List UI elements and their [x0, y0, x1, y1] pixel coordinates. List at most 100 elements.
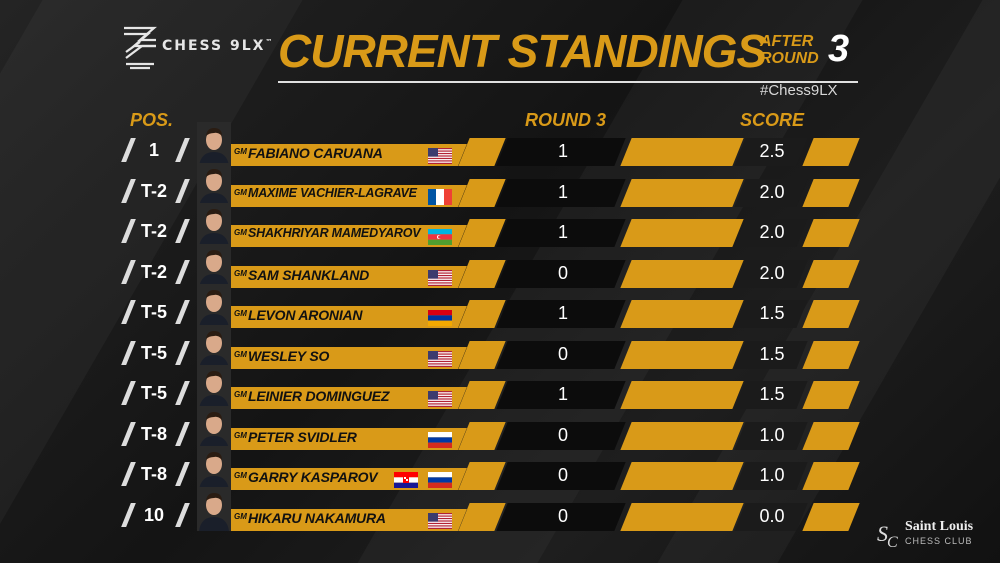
russia-flag-icon — [428, 472, 452, 488]
gold-segment — [802, 502, 860, 531]
title-prefix: GM — [234, 309, 247, 318]
position-value: T-2 — [140, 180, 167, 201]
round-result: 1 — [557, 141, 568, 161]
table-row: 1 GM FABIANO CARUANA 1 2.5 — [0, 122, 1000, 166]
table-row: T-5 GM LEINIER DOMINGUEZ 1 1.5 — [0, 365, 1000, 409]
title-prefix: GM — [234, 147, 247, 156]
title-prefix: GM — [234, 268, 247, 278]
croatia-flag-icon — [394, 472, 418, 488]
round-result: 1 — [557, 181, 568, 202]
pos-slash-right — [175, 300, 190, 324]
player-name: HIKARU NAKAMURA — [248, 509, 386, 526]
position-value: T-5 — [140, 342, 167, 363]
usa-flag-icon — [428, 512, 452, 529]
total-score: 1.5 — [759, 303, 785, 323]
player-photo — [197, 243, 231, 288]
player-name: PETER SVIDLER — [248, 428, 357, 445]
pos-slash-right — [175, 138, 190, 162]
usa-flag-icon — [428, 350, 452, 367]
pos-slash-right — [175, 381, 190, 405]
column-header-score: SCORE — [740, 110, 805, 130]
title-prefix: GM — [234, 511, 247, 521]
gold-segment — [620, 421, 744, 450]
france-flag-icon — [428, 188, 452, 205]
column-header-round: ROUND 3 — [525, 110, 607, 130]
player-photo — [197, 284, 231, 328]
round-result: 1 — [557, 222, 568, 242]
gold-segment — [620, 219, 744, 247]
gold-segment — [802, 259, 860, 288]
total-score: 2.5 — [759, 141, 785, 161]
column-header-pos: POS. — [130, 110, 174, 130]
position-value: T-5 — [140, 302, 167, 322]
player-photo — [197, 446, 231, 490]
round-result: 1 — [557, 303, 568, 323]
player-photo — [197, 405, 231, 450]
after-round-label: AFTER ROUND — [760, 33, 819, 67]
total-score: 1.0 — [759, 465, 785, 485]
round-result: 1 — [557, 384, 568, 404]
table-row: T-8 GM GARRY KASPAROV 0 1.0 — [0, 446, 1000, 490]
title-prefix: GM — [234, 390, 247, 399]
gold-segment — [802, 421, 860, 450]
total-score: 1.5 — [759, 343, 785, 364]
round-result: 0 — [557, 424, 568, 445]
round-number: 3 — [828, 28, 850, 70]
gold-segment — [802, 219, 860, 247]
gold-segment — [620, 300, 744, 328]
table-row: T-2 GM MAXIME VACHIER-LAGRAVE 1 2.0 — [0, 162, 1000, 207]
total-score: 2.0 — [759, 222, 785, 242]
table-row: 10 GM HIKARU NAKAMURA 0 0.0 — [0, 486, 1000, 531]
pos-slash-right — [175, 219, 190, 243]
hashtag: #Chess9LX — [760, 82, 838, 99]
pos-slash-right — [175, 421, 190, 446]
position-value: T-8 — [140, 464, 167, 484]
gold-segment — [802, 340, 860, 369]
total-score: 2.0 — [759, 262, 785, 283]
player-photo — [197, 122, 231, 166]
svg-text:S: S — [877, 521, 888, 546]
total-score: 0.0 — [759, 505, 785, 526]
chess9lx-logo-icon — [124, 26, 157, 70]
pos-slash-right — [175, 340, 190, 365]
logo-wordmark: CHESS 9LX™ — [162, 38, 275, 54]
player-name: LEVON ARONIAN — [248, 307, 363, 323]
gold-segment — [802, 300, 860, 328]
gold-segment — [802, 178, 860, 207]
total-score: 1.0 — [759, 424, 785, 445]
table-row: T-8 GM PETER SVIDLER 0 1.0 — [0, 405, 1000, 450]
gold-segment — [802, 138, 860, 166]
player-name: SAM SHANKLAND — [248, 266, 370, 283]
russia-flag-icon — [428, 431, 452, 448]
player-name: LEINIER DOMINGUEZ — [248, 388, 390, 404]
gold-segment — [620, 502, 744, 531]
pos-slash-right — [175, 178, 190, 203]
position-value: T-5 — [140, 383, 167, 403]
gold-segment — [620, 259, 744, 288]
gold-segment — [620, 178, 744, 207]
title-prefix: GM — [234, 471, 247, 480]
title-underline — [278, 81, 858, 83]
gold-segment — [620, 340, 744, 369]
saint-louis-chess-club-logo: S C Saint Louis CHESS CLUB — [877, 519, 974, 551]
round-result: 0 — [557, 505, 568, 526]
gold-segment — [802, 462, 860, 490]
gold-segment — [620, 138, 744, 166]
table-row: T-2 GM SAM SHANKLAND 0 2.0 — [0, 243, 1000, 288]
usa-flag-icon — [428, 269, 452, 286]
round-result: 0 — [557, 465, 568, 485]
round-result: 0 — [557, 343, 568, 364]
position-value: 1 — [148, 140, 159, 160]
pos-slash-right — [175, 259, 190, 284]
title-prefix: GM — [234, 349, 247, 359]
table-row: T-5 GM LEVON ARONIAN 1 1.5 — [0, 284, 1000, 328]
position-value: 10 — [143, 504, 165, 525]
player-photo — [197, 203, 231, 247]
round-result: 0 — [557, 262, 568, 283]
armenia-flag-icon — [428, 310, 452, 326]
table-row: T-2 GM SHAKHRIYAR MAMEDYAROV 1 2.0 — [0, 203, 1000, 247]
chess9lx-logo: CHESS 9LX™ — [120, 24, 272, 70]
title-prefix: GM — [234, 430, 247, 440]
player-name: MAXIME VACHIER-LAGRAVE — [248, 185, 417, 200]
player-photo — [197, 162, 231, 207]
